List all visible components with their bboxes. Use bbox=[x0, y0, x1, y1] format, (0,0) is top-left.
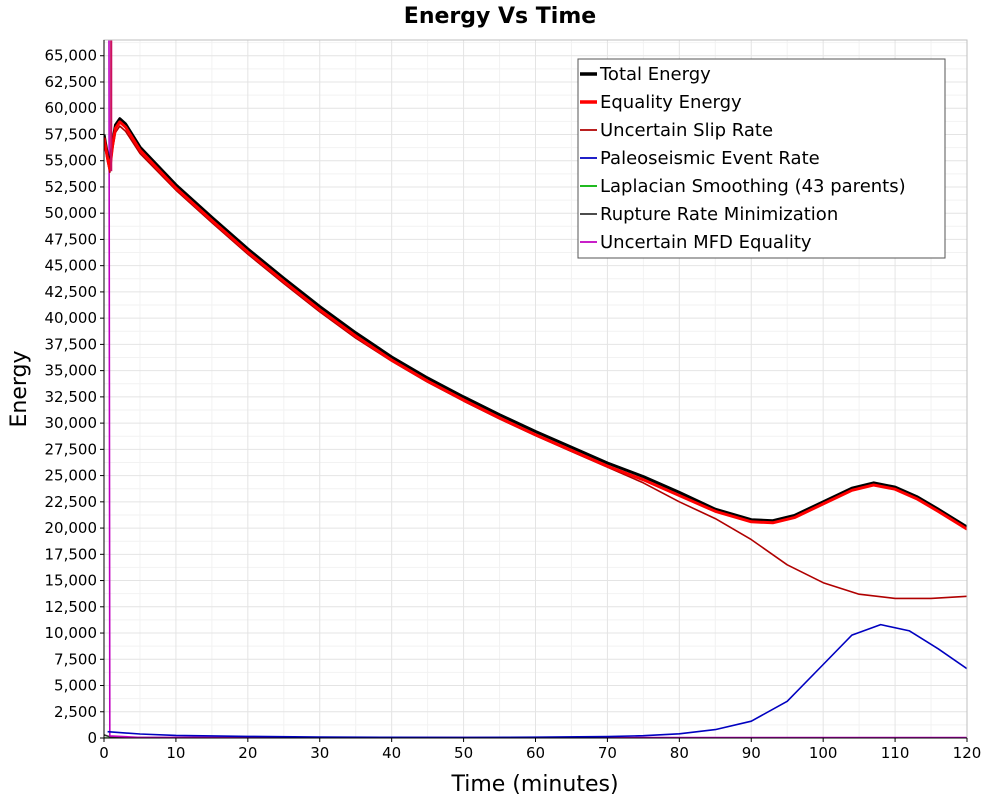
y-tick-label: 25,000 bbox=[45, 467, 98, 485]
legend-equality-energy-label: Equality Energy bbox=[600, 92, 742, 113]
y-tick-label: 10,000 bbox=[45, 624, 98, 642]
y-tick-label: 60,000 bbox=[45, 99, 98, 117]
y-tick-label: 27,500 bbox=[45, 440, 98, 458]
y-tick-label: 52,500 bbox=[45, 178, 98, 196]
y-tick-label: 47,500 bbox=[45, 230, 98, 248]
x-tick-label: 0 bbox=[99, 744, 109, 762]
legend-box bbox=[577, 58, 946, 259]
y-tick-label: 45,000 bbox=[45, 257, 98, 275]
x-tick-label: 90 bbox=[742, 744, 761, 762]
legend-total-energy-label: Total Energy bbox=[599, 64, 711, 85]
y-axis-label: Energy bbox=[7, 350, 32, 427]
y-tick-label: 12,500 bbox=[45, 598, 98, 616]
series-equality-energy-line bbox=[104, 120, 967, 531]
y-tick-label: 35,000 bbox=[45, 362, 98, 380]
y-tick-label: 55,000 bbox=[45, 152, 98, 170]
x-tick-label: 30 bbox=[310, 744, 329, 762]
y-tick-label: 65,000 bbox=[45, 47, 98, 65]
y-tick-label: 50,000 bbox=[45, 204, 98, 222]
x-tick-label: 20 bbox=[238, 744, 257, 762]
y-tick-label: 7,500 bbox=[54, 650, 97, 668]
y-tick-label: 2,500 bbox=[54, 703, 97, 721]
y-tick-label: 17,500 bbox=[45, 545, 98, 563]
y-tick-label: 30,000 bbox=[45, 414, 98, 432]
x-tick-label: 50 bbox=[454, 744, 473, 762]
series-total-energy-line bbox=[104, 117, 967, 529]
y-tick-label: 5,000 bbox=[54, 677, 97, 695]
legend-paleoseismic-event-rate-label: Paleoseismic Event Rate bbox=[600, 148, 820, 169]
x-tick-label: 10 bbox=[166, 744, 185, 762]
y-tick-label: 62,500 bbox=[45, 73, 98, 91]
x-tick-label: 80 bbox=[670, 744, 689, 762]
x-axis-ticks: 0 10 20 30 40 50 60 70 80 90 100 110 120 bbox=[99, 738, 981, 762]
x-tick-label: 120 bbox=[953, 744, 982, 762]
y-tick-label: 42,500 bbox=[45, 283, 98, 301]
y-tick-label: 32,500 bbox=[45, 388, 98, 406]
legend-laplacian-smoothing-43-parents-label: Laplacian Smoothing (43 parents) bbox=[600, 176, 906, 197]
legend-uncertain-slip-rate-label: Uncertain Slip Rate bbox=[600, 120, 773, 141]
legend-rupture-rate-minimization-label: Rupture Rate Minimization bbox=[600, 204, 838, 225]
x-tick-label: 70 bbox=[598, 744, 617, 762]
y-tick-label: 15,000 bbox=[45, 572, 98, 590]
x-tick-label: 40 bbox=[382, 744, 401, 762]
y-tick-label: 22,500 bbox=[45, 493, 98, 511]
y-tick-label: 37,500 bbox=[45, 335, 98, 353]
initial-energy-spike bbox=[110, 40, 113, 172]
legend: Total Energy Equality Energy Uncertain Sli… bbox=[577, 58, 946, 259]
legend-uncertain-mfd-equality-label: Uncertain MFD Equality bbox=[600, 232, 812, 253]
y-axis-ticks: 0 2,500 5,000 7,500 10,000 12,500 15,000 17,500… bbox=[45, 47, 104, 747]
x-tick-label: 110 bbox=[881, 744, 910, 762]
chart-title: Energy Vs Time bbox=[404, 4, 596, 29]
x-axis-label: Time (minutes) bbox=[450, 772, 618, 797]
y-tick-label: 57,500 bbox=[45, 125, 98, 143]
y-tick-label: 20,000 bbox=[45, 519, 98, 537]
y-tick-label: 40,000 bbox=[45, 309, 98, 327]
y-tick-label: 0 bbox=[87, 729, 97, 747]
x-tick-label: 100 bbox=[809, 744, 838, 762]
series-paleoseismic-event-rate-line bbox=[107, 623, 967, 738]
x-tick-label: 60 bbox=[526, 744, 545, 762]
